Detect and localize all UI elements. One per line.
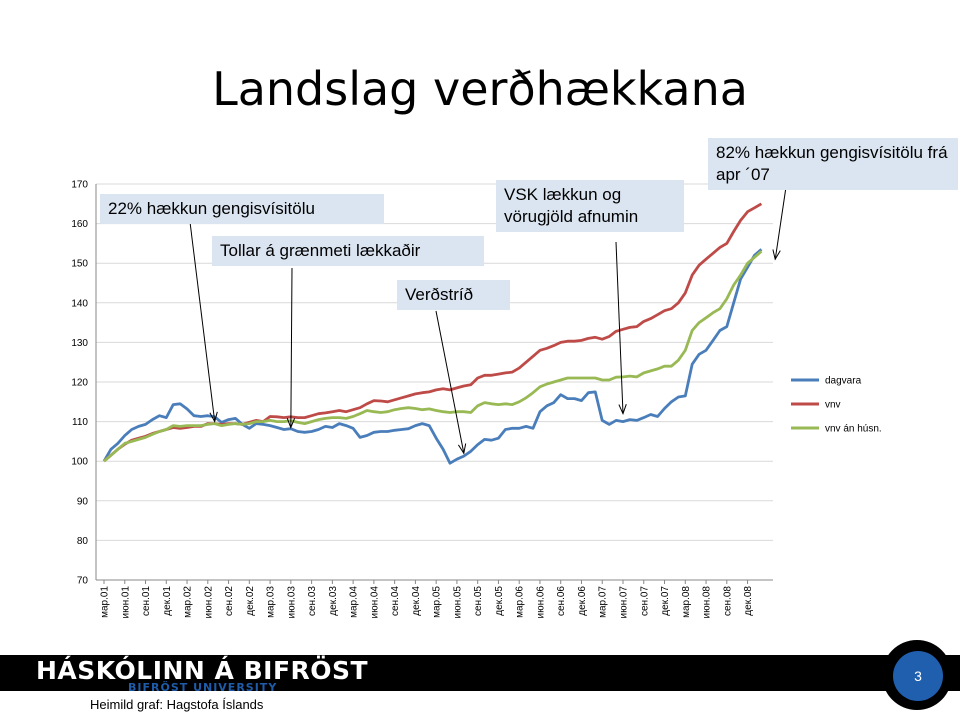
x-tick-label: сен.03	[307, 586, 318, 616]
y-tick-label: 140	[71, 298, 88, 309]
y-tick-label: 150	[71, 259, 88, 270]
annotation-arrow-head	[286, 418, 296, 429]
x-tick-label: мар.01	[100, 586, 111, 618]
y-tick-label: 130	[71, 338, 88, 349]
university-logo: HÁSKÓLINN Á BIFRÖST	[36, 656, 369, 685]
annotation-arrow-line	[189, 221, 216, 422]
legend: dagvara vnv vnv án húsn.	[791, 376, 882, 435]
x-tick-label: дек.07	[660, 586, 671, 616]
x-tick-label: дек.06	[577, 586, 588, 616]
x-tick-label: мар.06	[515, 586, 526, 618]
x-tick-label: мар.04	[349, 586, 360, 618]
x-tick-label: дек.04	[411, 586, 422, 616]
y-tick-label: 100	[71, 457, 88, 468]
y-tick-label: 170	[71, 180, 88, 191]
x-tick-label: сен.04	[390, 586, 401, 616]
y-tick-label: 120	[71, 378, 88, 389]
legend-label: vnv án húsn.	[825, 424, 882, 435]
legend-label: dagvara	[825, 376, 862, 387]
x-tick-label: июн.03	[286, 586, 297, 619]
series-line-0	[102, 248, 763, 465]
y-axis: 70 80 90 100 110 120 130 140 150 160 170	[71, 180, 97, 587]
x-tick-label: сен.02	[224, 586, 235, 616]
x-tick-label: сен.08	[722, 586, 733, 616]
annotation-arrow-line	[615, 241, 624, 414]
x-tick-label: июн.07	[619, 586, 630, 619]
x-tick-label: мар.03	[266, 586, 277, 618]
annotation-exchange-rate-82: 82% hækkun gengisvísitölu frá apr ´07	[708, 138, 958, 190]
y-tick-label: 160	[71, 219, 88, 230]
y-tick-label: 110	[72, 417, 88, 428]
x-tick-label: мар.05	[432, 586, 443, 618]
footer-bar	[0, 655, 960, 691]
university-logo-subtext: BIFRÖST UNIVERSITY	[128, 681, 278, 694]
source-note: Heimild graf: Hagstofa Íslands	[90, 697, 264, 712]
x-tick-label: мар.07	[598, 586, 609, 618]
y-tick-label: 90	[77, 496, 89, 507]
slide-title: Landslag verðhækkana	[212, 62, 748, 116]
annotation-arrow-head	[618, 404, 627, 416]
x-tick-label: июн.01	[120, 586, 131, 619]
annotation-exchange-rate-22: 22% hækkun gengisvísitölu	[100, 194, 384, 224]
annotation-arrow-head	[457, 443, 467, 455]
x-tick-label: июн.06	[535, 586, 546, 619]
series-line-2	[103, 250, 763, 463]
x-tick-label: сен.07	[639, 586, 650, 616]
x-tick-label: мар.08	[681, 586, 692, 618]
y-tick-label: 70	[77, 576, 89, 587]
x-tick-label: июн.02	[203, 586, 214, 619]
annotation-arrow-line	[774, 186, 787, 260]
annotation-arrow-line	[435, 310, 465, 454]
x-tick-label: сен.06	[556, 586, 567, 616]
annotation-vegetable-tariffs: Tollar á grænmeti lækkaðir	[212, 236, 484, 266]
series-layer	[102, 202, 763, 465]
annotation-arrow-head	[209, 411, 218, 423]
x-tick-label: дек.01	[162, 586, 173, 616]
legend-label: vnv	[825, 400, 841, 411]
x-tick-label: июн.04	[369, 586, 380, 619]
x-tick-label: дек.02	[245, 586, 256, 616]
x-tick-label: сен.05	[473, 586, 484, 616]
x-tick-label: дек.03	[328, 586, 339, 616]
x-tick-label: июн.08	[702, 586, 713, 619]
annotation-arrow-head	[772, 249, 781, 261]
annotation-arrow-line	[290, 267, 293, 428]
page-number: 3	[893, 651, 943, 701]
annotation-arrows	[189, 186, 787, 455]
x-tick-label: сен.01	[141, 586, 152, 616]
x-tick-label: июн.05	[452, 586, 463, 619]
x-tick-label: дек.05	[494, 586, 505, 616]
annotation-price-war: Verðstríð	[397, 280, 510, 310]
x-tick-label: мар.02	[183, 586, 194, 618]
y-tick-label: 80	[77, 536, 89, 547]
x-tick-label: дек.08	[743, 586, 754, 616]
annotation-vat-reduction: VSK lækkun og vörugjöld afnumin	[496, 180, 684, 232]
x-axis: мар.01 июн.01 сен.01 дек.01 мар.02 июн.02 сен.…	[96, 579, 773, 619]
